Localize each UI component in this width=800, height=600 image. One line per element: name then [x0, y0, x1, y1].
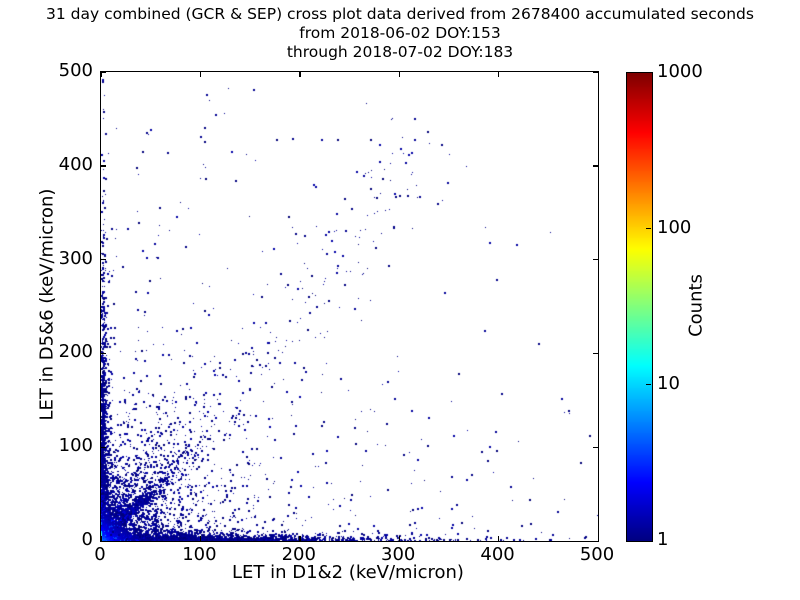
title-block: 31 day combined (GCR & SEP) cross plot d… [0, 5, 800, 62]
x-axis-tick [597, 536, 599, 541]
colorbar-tick [646, 383, 651, 385]
x-tick-label: 100 [182, 544, 217, 565]
colorbar [626, 72, 653, 542]
y-axis-tick [101, 259, 106, 261]
x-axis-tick [100, 536, 102, 541]
x-axis-label: LET in D1&2 (keV/micron) [232, 562, 464, 583]
y-tick-label: 200 [58, 341, 93, 363]
y-axis-tick [101, 165, 106, 167]
x-axis-tick [100, 72, 102, 77]
y-tick-label: 500 [58, 60, 93, 81]
x-tick-label: 500 [579, 544, 615, 565]
colorbar-tick-label: 10 [657, 373, 680, 394]
y-tick-label: 100 [58, 435, 93, 457]
x-axis-tick [498, 72, 500, 77]
y-axis-tick [101, 71, 106, 73]
y-tick-label: 400 [58, 153, 93, 175]
chart-subtitle-through: through 2018-07-02 DOY:183 [286, 43, 514, 61]
x-axis-tick [299, 536, 301, 541]
y-axis-tick [101, 446, 106, 448]
x-axis-tick [398, 536, 400, 541]
y-tick-label: 0 [81, 529, 93, 550]
colorbar-label: Counts [685, 274, 707, 337]
chart-subtitle-from: from 2018-06-02 DOY:153 [299, 24, 501, 42]
y-axis-tick [593, 71, 598, 73]
x-axis-tick [199, 536, 202, 541]
x-axis-tick [597, 72, 599, 77]
x-axis-tick [398, 72, 400, 77]
colorbar-canvas [627, 73, 652, 541]
y-axis-tick [101, 352, 106, 355]
plot-area [100, 71, 599, 542]
colorbar-tick [646, 227, 651, 229]
y-axis-tick [593, 259, 598, 261]
y-axis-tick [101, 540, 106, 542]
x-tick-label: 200 [281, 544, 316, 565]
y-axis-label: LET in D5&6 (keV/micron) [36, 188, 58, 421]
y-axis-tick [593, 165, 598, 167]
colorbar-tick-label: 100 [657, 217, 692, 238]
x-axis-tick [498, 536, 500, 541]
y-axis-tick [593, 446, 598, 448]
y-tick-label: 300 [58, 247, 93, 269]
y-axis-tick [593, 352, 598, 355]
x-tick-label: 400 [480, 544, 515, 565]
x-axis-tick [299, 72, 301, 77]
y-axis-tick [593, 540, 598, 542]
x-axis-tick [199, 72, 202, 77]
scatter-canvas [101, 72, 598, 541]
chart-title: 31 day combined (GCR & SEP) cross plot d… [46, 5, 754, 23]
x-tick-label: 300 [381, 544, 416, 565]
colorbar-tick-label: 1000 [657, 61, 703, 82]
colorbar-tick-label: 1 [657, 529, 669, 550]
x-tick-label: 0 [94, 544, 106, 565]
